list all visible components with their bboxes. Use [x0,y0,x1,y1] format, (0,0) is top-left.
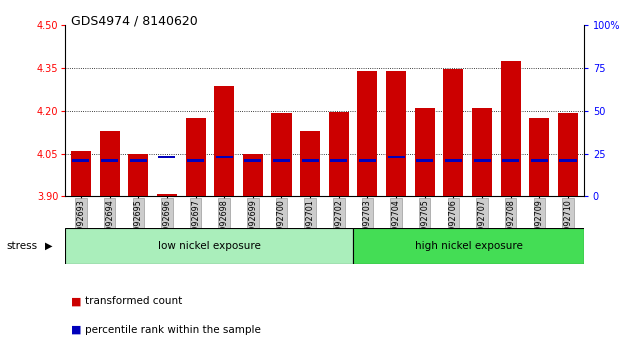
Bar [158,156,175,158]
Bar [244,159,261,162]
Bar [445,159,462,162]
Bar [443,69,463,196]
Bar [187,159,204,162]
Bar [415,108,435,196]
Bar [71,151,91,196]
Bar [271,114,291,196]
Text: high nickel exposure: high nickel exposure [415,241,522,251]
Text: transformed count: transformed count [85,296,183,306]
Bar [529,118,550,196]
Text: GDS4974 / 8140620: GDS4974 / 8140620 [71,14,198,27]
Bar [386,70,406,196]
Text: percentile rank within the sample: percentile rank within the sample [85,325,261,335]
Bar [300,131,320,196]
Bar [474,159,491,162]
Bar [186,118,206,196]
Bar [214,86,234,196]
Bar [101,159,118,162]
Bar [472,108,492,196]
Text: ■: ■ [71,296,82,306]
Bar [243,154,263,196]
Text: stress: stress [6,241,37,251]
Bar [302,159,319,162]
Bar [99,131,120,196]
Bar [388,156,405,158]
Bar [330,159,347,162]
Bar [358,70,378,196]
Bar [273,159,290,162]
FancyBboxPatch shape [65,228,353,264]
Text: ■: ■ [71,325,82,335]
Text: ▶: ▶ [45,241,52,251]
Bar [215,156,233,158]
Bar [359,159,376,162]
Bar [157,194,177,196]
FancyBboxPatch shape [353,228,584,264]
Bar [128,154,148,196]
Bar [558,114,578,196]
Bar [501,61,521,196]
Bar [329,112,349,196]
Bar [73,159,89,162]
Bar [502,159,519,162]
Bar [416,159,433,162]
Text: low nickel exposure: low nickel exposure [158,241,261,251]
Bar [560,159,576,162]
Bar [531,159,548,162]
Bar [130,159,147,162]
